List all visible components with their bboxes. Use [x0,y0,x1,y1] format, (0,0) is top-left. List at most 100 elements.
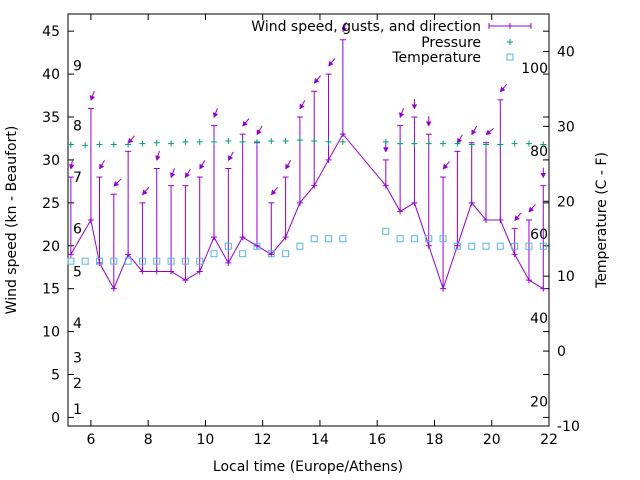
pressure-point [139,140,146,147]
direction-arrowhead [99,163,105,170]
direction-arrowhead [113,180,120,187]
pressure-point [525,140,532,147]
x-tick-label: 16 [368,432,386,448]
wind-point [139,268,146,275]
pressure-point [468,141,475,148]
pressure-point [268,138,275,145]
y2-tick-label: 20 [557,194,575,210]
temperature-series [67,227,547,265]
x-tick-label: 20 [483,432,501,448]
direction-arrowhead [68,164,75,170]
direction-arrowhead [142,189,148,196]
beaufort-label: 8 [73,119,82,135]
temperature-point [482,242,490,250]
temperature-point [282,250,290,258]
y-tick-label: 35 [42,110,60,126]
y-tick-label: 40 [42,67,60,83]
y-tick-label: 45 [42,24,60,40]
direction-arrowhead [341,26,348,33]
pressure-point [325,138,332,145]
temperature-point [167,257,175,265]
pressure-series [67,137,547,149]
direction-arrowhead [514,215,520,221]
fahrenheit-label: 60 [530,227,548,243]
temperature-point [267,250,275,258]
temperature-point [496,242,504,250]
temperature-point [539,242,547,250]
legend-temperature-marker [506,53,514,61]
wind-point [454,242,461,249]
direction-arrowhead [471,129,477,136]
y-tick-label: 25 [42,196,60,212]
y-axis-right: -10 0 10 20 30 40 [543,44,580,435]
direction-arrowhead [212,112,219,119]
pressure-point [540,141,547,148]
wind-point [110,285,117,292]
beaufort-label: 6 [73,222,82,238]
wind-point [511,251,518,258]
temperature-point [81,257,89,265]
temperature-point [410,235,418,243]
y2-tick-label: 40 [557,44,575,60]
y2-tick-label: 10 [557,269,575,285]
pressure-point [196,138,203,145]
direction-arrowhead [442,163,449,170]
beaufort-scale: 1 2 3 4 5 6 7 8 9 [73,59,82,418]
pressure-point [110,141,117,148]
beaufort-label: 2 [73,376,82,392]
pressure-point [168,140,175,147]
x-tick-label: 12 [254,432,272,448]
direction-arrowhead [328,60,334,67]
pressure-point [440,140,447,147]
beaufort-label: 1 [73,402,82,418]
direction-arrowhead [256,129,262,136]
direction-arrowhead [185,172,191,179]
temperature-point [396,235,404,243]
wind-point [225,259,232,266]
fahrenheit-scale: 20 40 60 80 100 [521,61,548,410]
x-tick-label: 14 [311,432,329,448]
beaufort-label: 4 [73,316,82,332]
wind-point [440,285,447,292]
wind-point [182,277,189,284]
legend-label: Wind speed, gusts, and direction [251,19,481,35]
direction-arrowhead [155,155,161,162]
x-tick-label: 22 [540,432,558,448]
temperature-point [210,250,218,258]
temperature-point [525,242,533,250]
pressure-point [511,140,518,147]
pressure-point [339,138,346,145]
y-tick-label: 0 [51,410,60,426]
beaufort-label: 7 [73,170,82,186]
temperature-point [425,235,433,243]
temperature-point [339,235,347,243]
wind-point [196,268,203,275]
wind-point [87,217,94,223]
direction-arrowhead [89,95,96,101]
direction-arrowhead [313,77,320,84]
wind-point [253,242,260,249]
pressure-point [239,138,246,145]
beaufort-label: 3 [73,350,82,366]
pressure-point [125,141,132,148]
temperature-point [453,242,461,250]
direction-arrowhead [242,120,248,127]
wind-point [382,182,389,189]
temperature-point [153,257,161,265]
x-tick-label: 18 [426,432,444,448]
pressure-point [182,138,189,145]
wind-point [339,131,346,138]
wind-point [468,199,475,206]
legend-pressure-marker [507,39,513,45]
x-axis: 6 8 10 12 14 16 18 20 22 [86,14,558,448]
pressure-point [311,138,318,145]
pressure-point [282,138,289,145]
fahrenheit-label: 40 [530,311,548,327]
wind-point [168,268,175,275]
pressure-point [497,141,504,148]
direction-arrowhead [299,103,305,110]
legend-label: Pressure [421,35,481,51]
temperature-point [439,235,447,243]
legend-label: Temperature [391,50,481,66]
